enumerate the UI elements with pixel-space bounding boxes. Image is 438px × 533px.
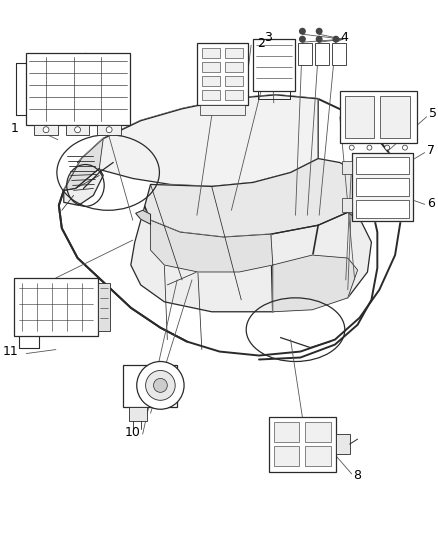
FancyBboxPatch shape [97, 125, 121, 135]
FancyBboxPatch shape [335, 434, 349, 454]
Text: 1: 1 [11, 122, 18, 135]
FancyBboxPatch shape [305, 446, 330, 466]
Circle shape [136, 361, 184, 409]
Polygon shape [78, 95, 318, 187]
Circle shape [366, 145, 371, 150]
Polygon shape [59, 95, 400, 356]
FancyBboxPatch shape [199, 105, 245, 115]
FancyBboxPatch shape [225, 90, 243, 100]
Polygon shape [64, 139, 103, 190]
FancyBboxPatch shape [344, 96, 374, 138]
Text: 10: 10 [124, 426, 141, 439]
Circle shape [106, 127, 112, 133]
FancyBboxPatch shape [201, 62, 219, 72]
Text: 8: 8 [352, 470, 360, 482]
FancyBboxPatch shape [34, 125, 58, 135]
Text: 5: 5 [427, 107, 435, 120]
FancyBboxPatch shape [273, 446, 299, 466]
Text: 7: 7 [426, 144, 434, 157]
FancyBboxPatch shape [314, 43, 328, 65]
FancyBboxPatch shape [331, 43, 345, 65]
Circle shape [299, 36, 304, 42]
FancyBboxPatch shape [355, 179, 408, 196]
FancyBboxPatch shape [341, 198, 351, 212]
FancyBboxPatch shape [225, 62, 243, 72]
Polygon shape [64, 168, 103, 205]
Circle shape [402, 145, 406, 150]
FancyBboxPatch shape [273, 422, 299, 442]
FancyBboxPatch shape [201, 48, 219, 58]
FancyBboxPatch shape [253, 39, 294, 91]
FancyBboxPatch shape [201, 90, 219, 100]
FancyBboxPatch shape [225, 48, 243, 58]
Circle shape [299, 28, 304, 34]
Polygon shape [131, 206, 371, 312]
Circle shape [349, 145, 353, 150]
Polygon shape [272, 255, 357, 312]
FancyBboxPatch shape [355, 200, 408, 218]
Circle shape [43, 127, 49, 133]
FancyBboxPatch shape [201, 76, 219, 86]
FancyBboxPatch shape [305, 422, 330, 442]
Circle shape [145, 370, 175, 400]
Circle shape [153, 378, 167, 392]
Circle shape [316, 36, 321, 42]
Circle shape [332, 36, 338, 42]
Polygon shape [144, 158, 364, 237]
Text: 2: 2 [257, 37, 264, 50]
FancyBboxPatch shape [14, 278, 98, 336]
FancyBboxPatch shape [379, 96, 409, 138]
FancyBboxPatch shape [341, 160, 351, 174]
FancyBboxPatch shape [197, 43, 247, 105]
FancyBboxPatch shape [298, 43, 311, 65]
Text: 3: 3 [263, 31, 271, 44]
Circle shape [74, 127, 80, 133]
Text: 6: 6 [426, 197, 434, 210]
FancyBboxPatch shape [355, 157, 408, 174]
Polygon shape [150, 220, 272, 272]
Text: 4: 4 [340, 31, 348, 44]
Polygon shape [135, 211, 150, 224]
Circle shape [384, 145, 389, 150]
FancyBboxPatch shape [268, 417, 335, 472]
FancyBboxPatch shape [26, 53, 130, 125]
FancyBboxPatch shape [339, 91, 416, 143]
FancyBboxPatch shape [123, 366, 177, 407]
FancyBboxPatch shape [98, 283, 110, 330]
FancyBboxPatch shape [66, 125, 89, 135]
FancyBboxPatch shape [225, 76, 243, 86]
Text: 11: 11 [3, 345, 18, 358]
Polygon shape [351, 152, 412, 221]
Circle shape [316, 28, 321, 34]
FancyBboxPatch shape [129, 407, 146, 421]
